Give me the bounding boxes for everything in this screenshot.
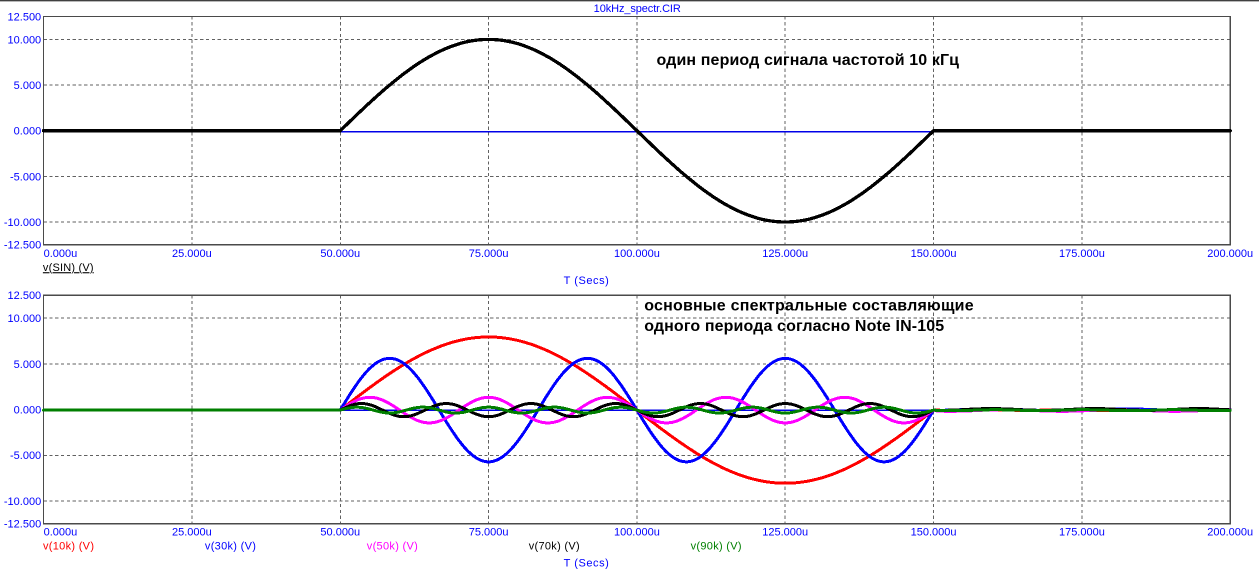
svg-text:0.000: 0.000	[14, 405, 42, 417]
svg-text:125.000u: 125.000u	[762, 526, 808, 538]
svg-text:175.000u: 175.000u	[1059, 526, 1105, 538]
svg-text:200.000u: 200.000u	[1207, 526, 1253, 538]
svg-text:5.000: 5.000	[14, 80, 42, 92]
svg-text:0.000u: 0.000u	[44, 248, 78, 260]
svg-text:v(30k) (V): v(30k) (V)	[205, 540, 256, 552]
svg-text:50.000u: 50.000u	[320, 526, 360, 538]
svg-text:10.000: 10.000	[8, 34, 42, 46]
svg-text:25.000u: 25.000u	[172, 248, 212, 260]
svg-text:75.000u: 75.000u	[469, 526, 509, 538]
svg-text:-5.000: -5.000	[10, 171, 41, 183]
svg-text:150.000u: 150.000u	[911, 526, 957, 538]
svg-text:200.000u: 200.000u	[1207, 248, 1253, 260]
svg-text:5.000: 5.000	[14, 359, 42, 371]
svg-text:100.000u: 100.000u	[614, 526, 660, 538]
svg-text:12.500: 12.500	[8, 290, 42, 302]
svg-text:0.000: 0.000	[14, 126, 42, 138]
svg-text:v(10k) (V): v(10k) (V)	[43, 540, 94, 552]
svg-text:175.000u: 175.000u	[1059, 248, 1105, 260]
svg-text:v(90k) (V): v(90k) (V)	[691, 540, 742, 552]
svg-text:-10.000: -10.000	[4, 496, 41, 508]
svg-text:75.000u: 75.000u	[469, 248, 509, 260]
svg-text:v(70k) (V): v(70k) (V)	[529, 540, 580, 552]
svg-text:25.000u: 25.000u	[172, 526, 212, 538]
svg-text:-12.500: -12.500	[4, 240, 41, 252]
svg-text:v(50k) (V): v(50k) (V)	[367, 540, 418, 552]
svg-text:T (Secs): T (Secs)	[564, 275, 610, 287]
svg-text:T (Secs): T (Secs)	[564, 558, 610, 570]
svg-text:50.000u: 50.000u	[320, 248, 360, 260]
svg-text:10kHz_spectr.CIR: 10kHz_spectr.CIR	[594, 3, 681, 15]
svg-text:10.000: 10.000	[8, 313, 42, 325]
svg-text:одного периода согласно Note I: одного периода согласно Note IN-105	[644, 318, 944, 335]
svg-text:v(SIN) (V): v(SIN) (V)	[43, 262, 94, 274]
svg-text:125.000u: 125.000u	[762, 248, 808, 260]
svg-text:-10.000: -10.000	[4, 217, 41, 229]
svg-text:-12.500: -12.500	[4, 519, 41, 531]
svg-text:-5.000: -5.000	[10, 450, 41, 462]
svg-text:150.000u: 150.000u	[911, 248, 957, 260]
svg-text:основные спектральные составля: основные спектральные составляющие	[644, 297, 974, 314]
svg-text:один период сигнала частотой 1: один период сигнала частотой 10 кГц	[657, 52, 960, 69]
svg-text:100.000u: 100.000u	[614, 248, 660, 260]
svg-text:12.500: 12.500	[8, 11, 42, 23]
svg-text:0.000u: 0.000u	[44, 526, 78, 538]
